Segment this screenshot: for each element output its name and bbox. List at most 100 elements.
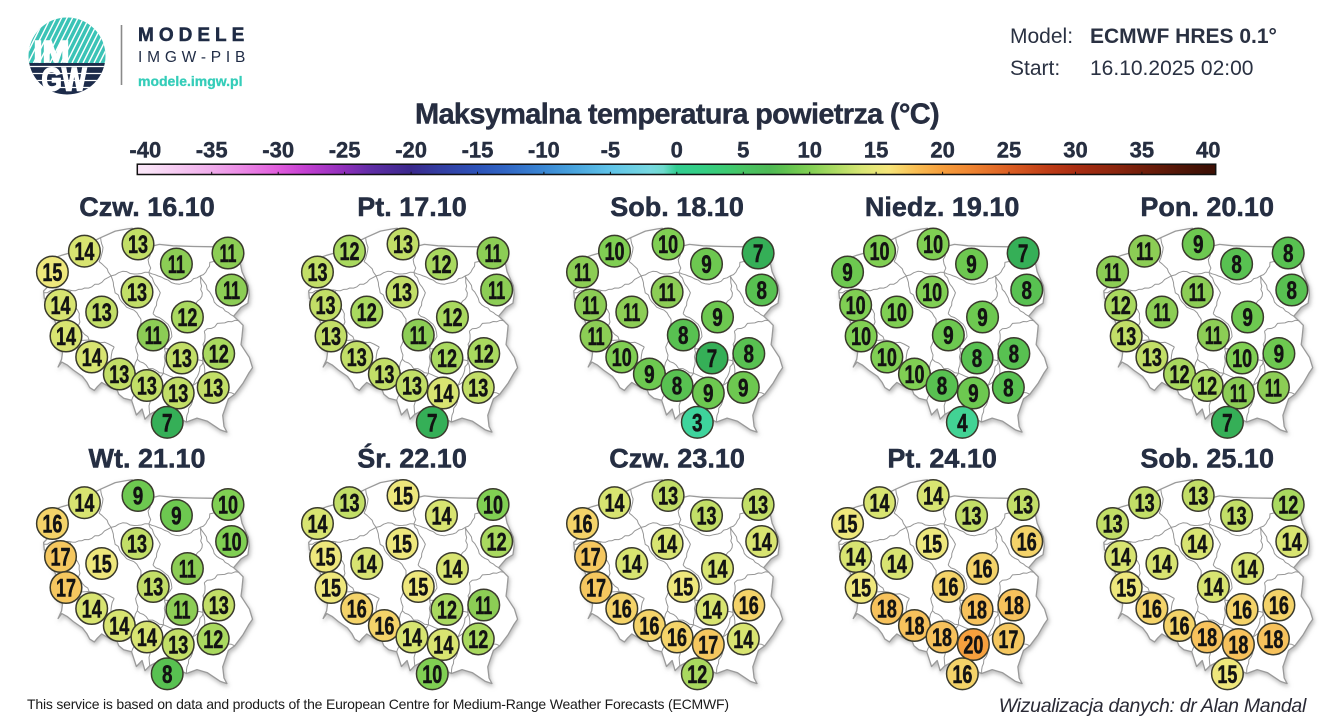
svg-text:16: 16	[1142, 596, 1162, 624]
svg-text:15: 15	[321, 575, 341, 603]
svg-text:15: 15	[1217, 661, 1237, 689]
svg-text:15: 15	[393, 483, 413, 511]
svg-text:20: 20	[930, 138, 954, 163]
svg-text:11: 11	[1230, 380, 1247, 408]
svg-text:8: 8	[672, 373, 683, 401]
svg-text:11: 11	[1104, 259, 1121, 287]
svg-text:35: 35	[1130, 138, 1154, 163]
svg-text:9: 9	[703, 380, 714, 408]
svg-text:15: 15	[922, 531, 942, 559]
svg-text:14: 14	[1203, 574, 1223, 602]
svg-text:10: 10	[904, 361, 924, 389]
svg-text:11: 11	[168, 251, 185, 279]
svg-text:15: 15	[316, 544, 336, 572]
svg-text:14: 14	[357, 551, 377, 579]
svg-text:16: 16	[973, 556, 993, 584]
svg-text:14: 14	[1111, 544, 1131, 572]
svg-text:16: 16	[639, 613, 659, 641]
svg-text:11: 11	[173, 597, 190, 625]
svg-text:16: 16	[347, 596, 367, 624]
svg-text:8: 8	[1003, 374, 1014, 402]
svg-text:16: 16	[573, 511, 593, 539]
svg-text:11: 11	[220, 240, 237, 268]
svg-text:13: 13	[658, 483, 678, 511]
svg-text:-30: -30	[262, 138, 294, 163]
svg-text:11: 11	[488, 277, 505, 305]
svg-text:17: 17	[586, 575, 606, 603]
svg-text:17: 17	[998, 626, 1018, 654]
svg-text:IM: IM	[34, 34, 70, 69]
svg-text:7: 7	[1222, 409, 1233, 437]
svg-text:Niedz. 19.10: Niedz. 19.10	[865, 192, 1020, 222]
svg-text:16: 16	[1232, 597, 1252, 625]
svg-text:10: 10	[870, 238, 890, 266]
svg-text:Start:: Start:	[1010, 57, 1060, 80]
svg-text:14: 14	[1187, 531, 1207, 559]
svg-text:9: 9	[1193, 231, 1204, 259]
svg-text:13: 13	[339, 490, 359, 518]
svg-text:10: 10	[612, 344, 632, 372]
svg-text:30: 30	[1063, 138, 1087, 163]
svg-text:12: 12	[1170, 361, 1190, 389]
svg-text:10: 10	[877, 344, 897, 372]
svg-text:17: 17	[56, 575, 76, 603]
svg-text:8: 8	[678, 322, 689, 350]
svg-text:12: 12	[177, 304, 197, 332]
svg-text:13: 13	[1142, 344, 1162, 372]
svg-text:18: 18	[967, 597, 987, 625]
svg-text:10: 10	[851, 323, 871, 351]
svg-text:14: 14	[923, 483, 943, 511]
svg-text:13: 13	[374, 361, 394, 389]
svg-text:IMGW-PIB: IMGW-PIB	[138, 49, 250, 66]
svg-text:10: 10	[887, 299, 907, 327]
svg-text:11: 11	[475, 592, 492, 620]
svg-text:Pt. 24.10: Pt. 24.10	[887, 444, 997, 474]
svg-text:7: 7	[707, 345, 718, 373]
svg-text:8: 8	[937, 373, 948, 401]
svg-text:-35: -35	[196, 138, 228, 163]
svg-text:-10: -10	[528, 138, 560, 163]
svg-text:12: 12	[687, 661, 707, 689]
svg-text:12: 12	[437, 345, 457, 373]
svg-text:3: 3	[692, 409, 703, 437]
svg-text:14: 14	[74, 238, 94, 266]
svg-text:5: 5	[737, 138, 749, 163]
svg-text:Sob. 18.10: Sob. 18.10	[610, 192, 744, 222]
svg-text:13: 13	[128, 231, 148, 259]
svg-text:13: 13	[172, 345, 192, 373]
svg-text:11: 11	[1265, 374, 1282, 402]
svg-text:14: 14	[82, 596, 102, 624]
svg-text:16.10.2025 02:00: 16.10.2025 02:00	[1090, 57, 1254, 80]
svg-text:14: 14	[74, 490, 94, 518]
svg-text:Wt. 21.10: Wt. 21.10	[88, 444, 205, 474]
svg-text:11: 11	[485, 240, 502, 268]
svg-text:15: 15	[408, 574, 428, 602]
svg-text:11: 11	[623, 299, 640, 327]
svg-text:13: 13	[393, 231, 413, 259]
svg-text:12: 12	[487, 529, 507, 557]
svg-text:16: 16	[739, 592, 759, 620]
svg-text:9: 9	[977, 304, 988, 332]
svg-text:modele.imgw.pl: modele.imgw.pl	[138, 73, 243, 89]
svg-text:40: 40	[1196, 138, 1220, 163]
svg-text:12: 12	[442, 304, 462, 332]
svg-text:11: 11	[1153, 299, 1170, 327]
svg-text:8: 8	[162, 661, 173, 689]
svg-text:11: 11	[410, 322, 427, 350]
svg-text:9: 9	[943, 322, 954, 350]
svg-text:13: 13	[402, 373, 422, 401]
svg-text:12: 12	[339, 238, 359, 266]
svg-text:8: 8	[1283, 240, 1294, 268]
svg-text:13: 13	[92, 299, 112, 327]
svg-text:16: 16	[42, 511, 62, 539]
svg-text:13: 13	[748, 492, 768, 520]
svg-text:12: 12	[1197, 373, 1217, 401]
svg-text:-5: -5	[601, 138, 621, 163]
svg-text:10: 10	[222, 529, 242, 557]
svg-text:14: 14	[56, 323, 76, 351]
svg-text:Maksymalna temperatura powietr: Maksymalna temperatura powietrza (°C)	[415, 99, 939, 131]
svg-text:13: 13	[209, 592, 229, 620]
svg-text:15: 15	[42, 259, 62, 287]
svg-text:14: 14	[887, 551, 907, 579]
svg-text:0: 0	[671, 138, 683, 163]
